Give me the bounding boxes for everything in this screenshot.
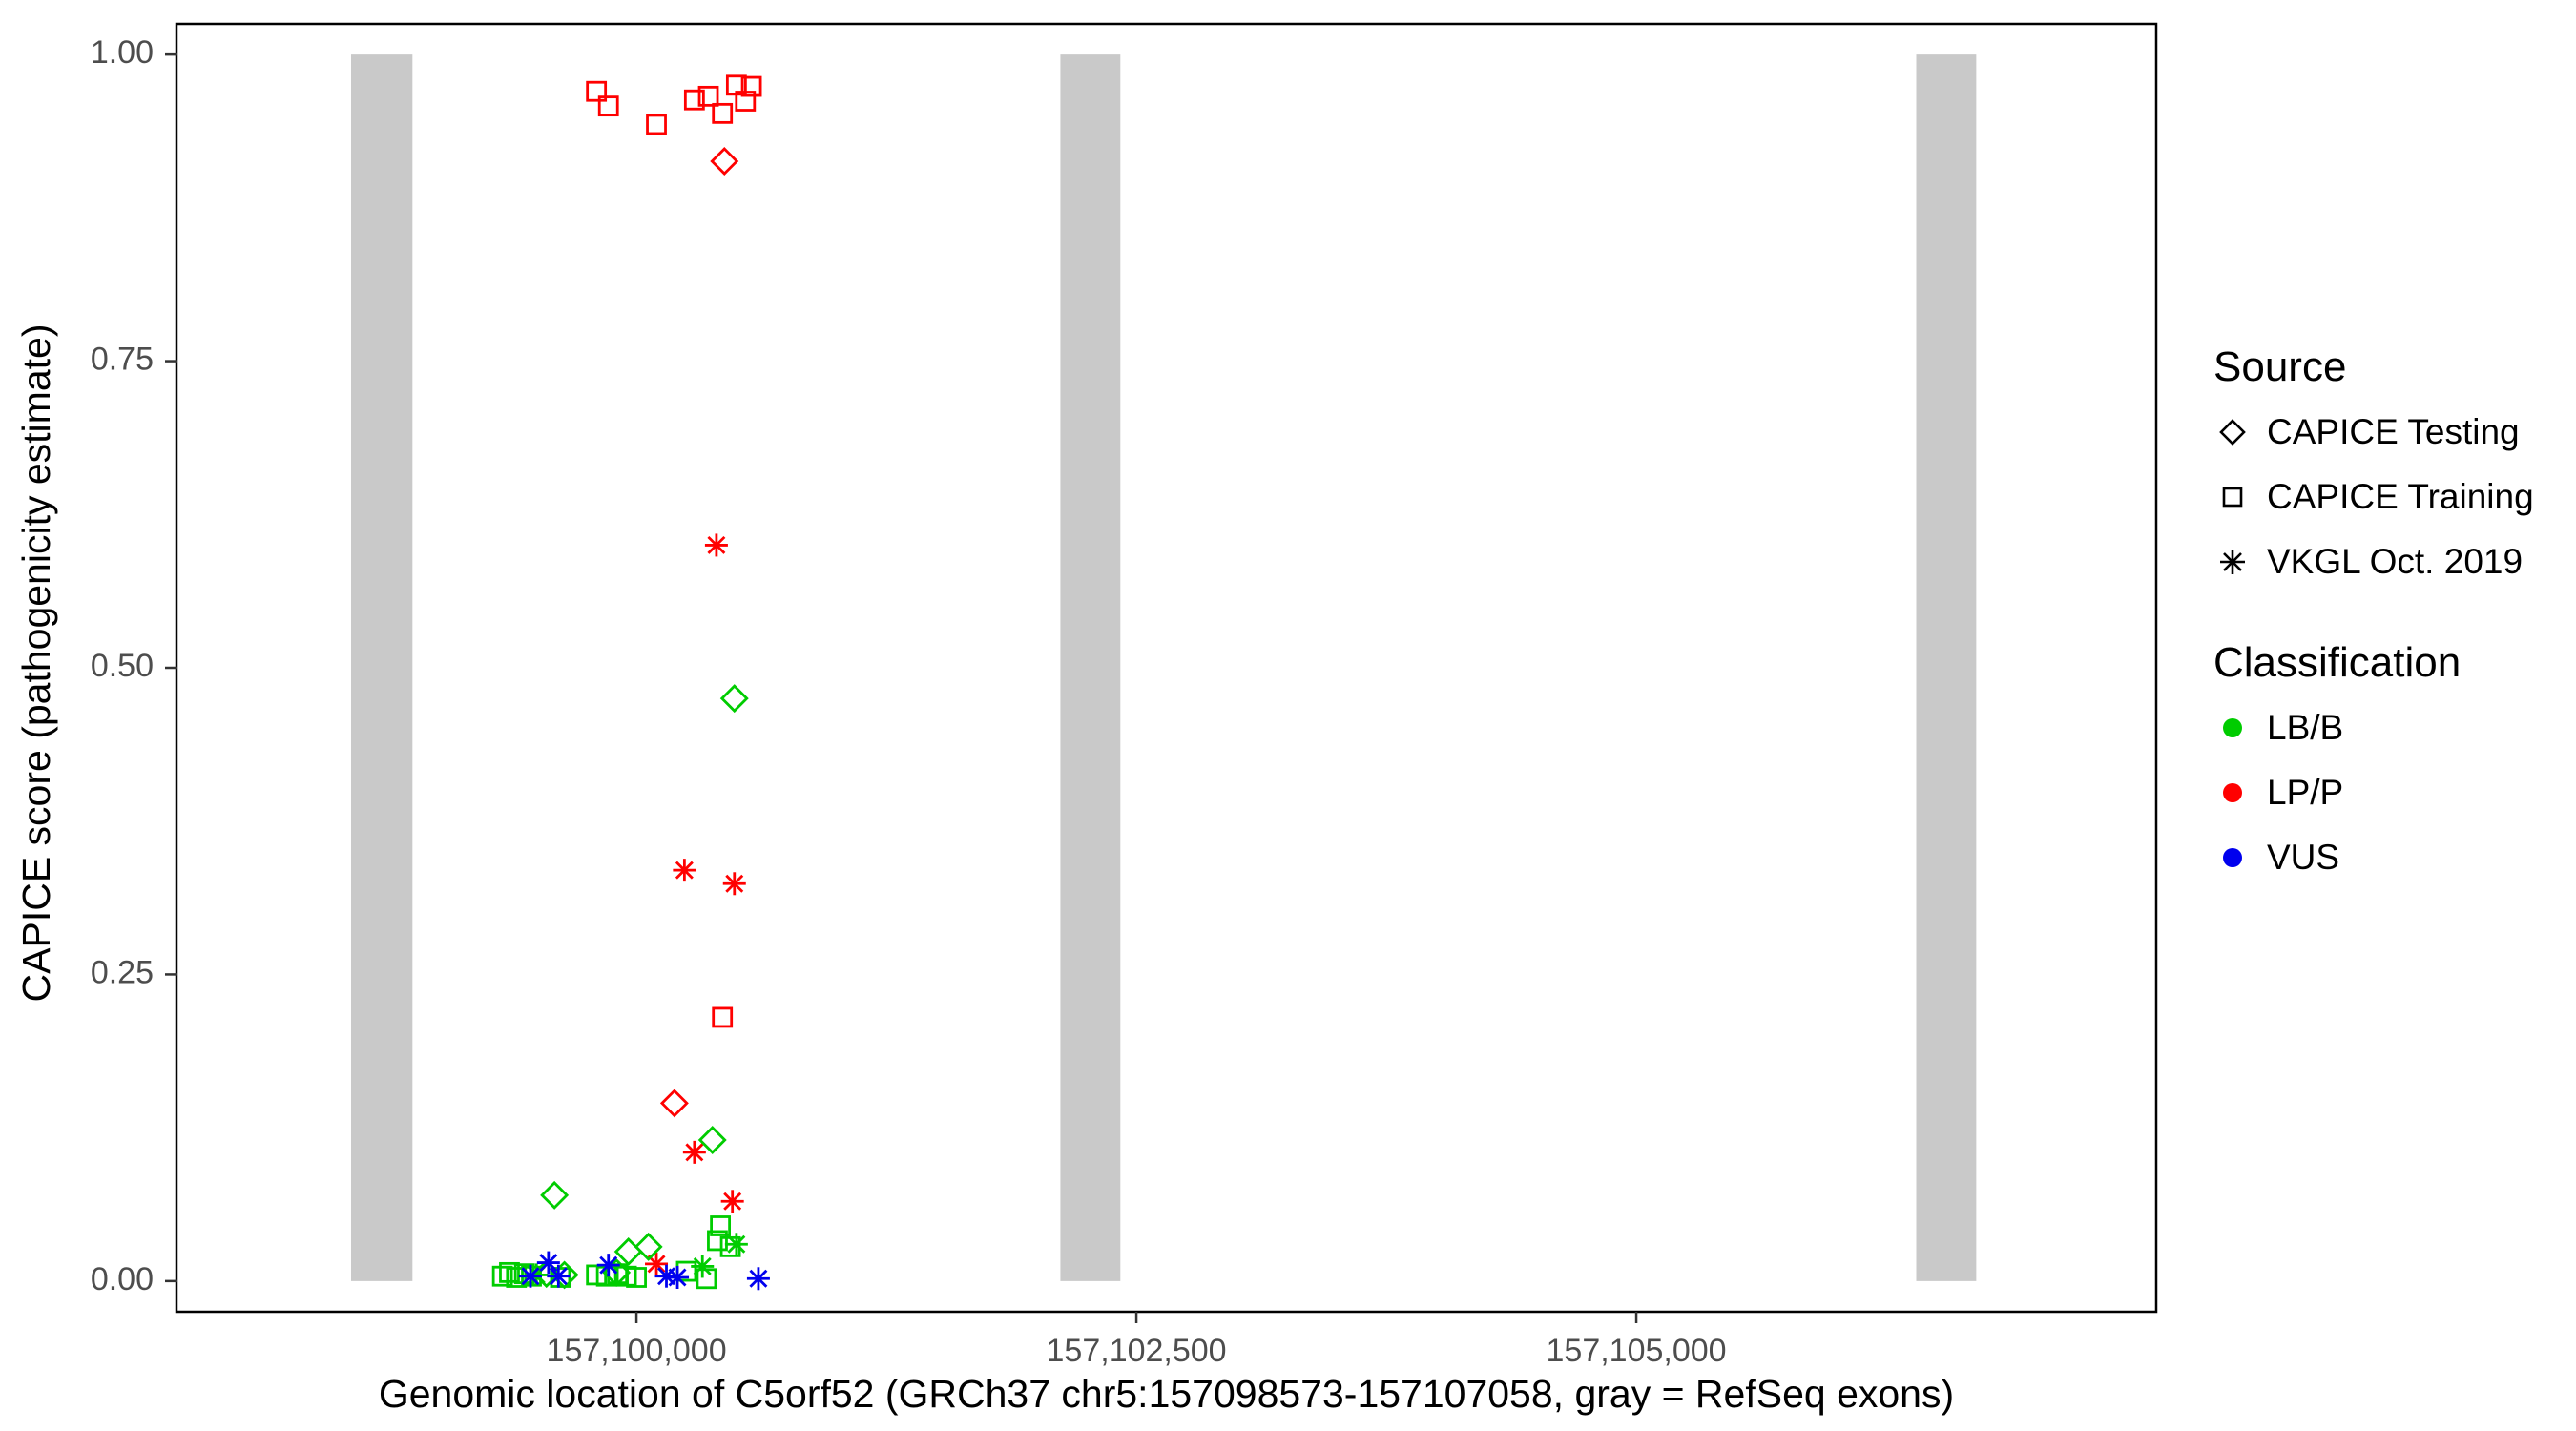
- data-point: [740, 75, 762, 97]
- data-point: [540, 1180, 570, 1210]
- data-point: [599, 1255, 618, 1275]
- data-point: [727, 1234, 746, 1254]
- data-point: [719, 684, 749, 714]
- legend-item-label: LB/B: [2267, 708, 2344, 747]
- legend-item-label: VKGL Oct. 2019: [2267, 542, 2524, 581]
- legend-source-title: Source: [2213, 343, 2347, 390]
- legend-item-label: CAPICE Testing: [2267, 412, 2520, 451]
- data-point: [499, 1261, 520, 1283]
- legend-item-vus: VUS: [2213, 838, 2566, 878]
- data-point: [710, 1215, 732, 1236]
- y-axis-title: CAPICE score (pathogenicity estimate): [14, 323, 58, 1003]
- data-point: [749, 1269, 768, 1288]
- x-tick-label: 157,105,000: [1547, 1333, 1727, 1369]
- data-point: [683, 89, 705, 111]
- y-tick-label: 0.00: [91, 1261, 154, 1297]
- data-point: [735, 91, 757, 112]
- x-tick-label: 157,102,500: [1047, 1333, 1227, 1369]
- data-point: [712, 1006, 734, 1028]
- data-point: [675, 861, 694, 880]
- exon-bar: [350, 54, 413, 1281]
- red-dot-icon: [2223, 783, 2242, 802]
- blue-dot-icon: [2223, 848, 2242, 867]
- diamond-icon: [2219, 419, 2246, 446]
- data-point: [707, 1230, 728, 1252]
- data-point: [597, 95, 619, 117]
- data-point: [549, 1267, 568, 1286]
- legend: Source CAPICE Testing CAPICE Training: [2213, 343, 2566, 935]
- legend-item-label: LP/P: [2267, 773, 2344, 812]
- legend-source-section: Source CAPICE Testing CAPICE Training: [2213, 343, 2566, 582]
- legend-item-capice-testing: CAPICE Testing: [2213, 412, 2566, 452]
- data-point: [712, 102, 734, 124]
- data-point: [668, 1268, 687, 1287]
- legend-item-capice-training: CAPICE Training: [2213, 477, 2566, 517]
- data-point: [659, 1089, 689, 1118]
- legend-classification-section: Classification LB/B LP/P VUS: [2213, 639, 2566, 878]
- y-tick-label: 0.75: [91, 342, 154, 378]
- data-point: [647, 1255, 666, 1274]
- asterisk-icon: [2220, 550, 2245, 574]
- data-point: [539, 1254, 558, 1273]
- data-point: [685, 1143, 704, 1162]
- legend-item-label: CAPICE Training: [2267, 477, 2534, 516]
- data-point: [693, 1256, 712, 1275]
- legend-item-lbb: LB/B: [2213, 708, 2566, 748]
- x-axis-title: Genomic location of C5orf52 (GRCh37 chr5…: [378, 1372, 1955, 1416]
- data-point: [697, 85, 719, 107]
- plot-panel: [177, 24, 2156, 1312]
- legend-classification-title: Classification: [2213, 639, 2462, 686]
- exon-bar: [1060, 54, 1121, 1281]
- square-icon: [2222, 487, 2243, 508]
- data-point: [723, 1192, 742, 1211]
- y-tick-label: 0.50: [91, 648, 154, 684]
- legend-item-label: VUS: [2267, 838, 2340, 877]
- data-point: [586, 80, 608, 102]
- data-point: [725, 874, 744, 893]
- data-point: [626, 1267, 647, 1288]
- data-point: [707, 535, 726, 554]
- data-point: [634, 1232, 663, 1261]
- data-point: [491, 1265, 513, 1287]
- y-tick-label: 1.00: [91, 34, 154, 71]
- data-point: [646, 114, 667, 135]
- legend-item-lpp: LP/P: [2213, 773, 2566, 813]
- data-point: [710, 147, 739, 176]
- data-point: [697, 1126, 727, 1154]
- data-point: [521, 1267, 540, 1286]
- y-tick-label: 0.25: [91, 954, 154, 990]
- exon-bar: [1916, 54, 1977, 1281]
- green-dot-icon: [2223, 718, 2242, 737]
- legend-item-vkgl: VKGL Oct. 2019: [2213, 542, 2566, 582]
- x-tick-label: 157,100,000: [547, 1333, 727, 1369]
